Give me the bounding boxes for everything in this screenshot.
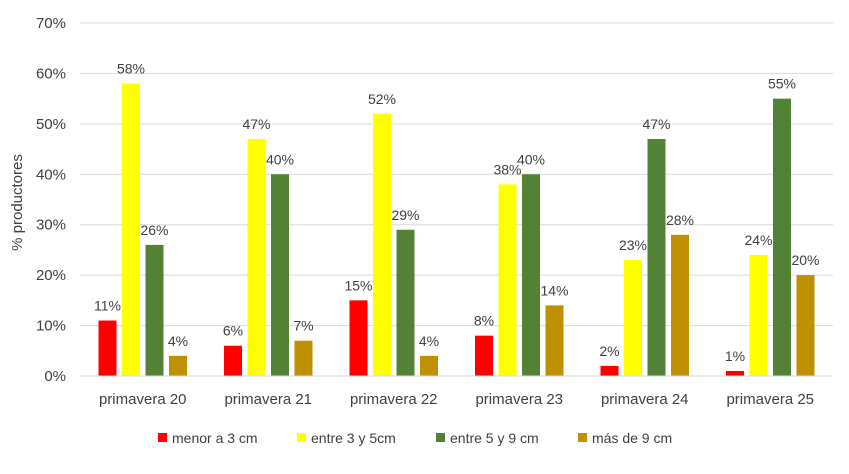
y-tick-label: 70% <box>36 15 66 32</box>
bar <box>647 138 666 376</box>
legend-swatch <box>436 433 445 442</box>
bar <box>475 335 493 376</box>
y-tick-label: 30% <box>36 217 66 234</box>
data-label: 40% <box>266 151 294 167</box>
legend: menor a 3 cm entre 3 y 5cm entre 5 y 9 cm m… <box>158 430 672 446</box>
bar <box>169 355 187 376</box>
bar <box>349 300 368 376</box>
data-label: 58% <box>117 61 145 77</box>
data-label: 1% <box>725 348 745 364</box>
data-label: 52% <box>368 91 396 107</box>
data-label: 8% <box>474 313 494 329</box>
data-labels: 11%58%26%4%6%47%40%7%15%52%29%4%8%38%40%… <box>94 61 820 364</box>
legend-label: más de 9 cm <box>592 430 672 446</box>
legend-label: entre 5 y 9 cm <box>450 430 539 446</box>
bar <box>671 234 689 376</box>
data-label: 24% <box>744 232 772 248</box>
data-label: 4% <box>419 333 439 349</box>
y-tick-label: 20% <box>36 267 66 284</box>
bar <box>624 260 642 376</box>
y-axis-ticks: 0% 10% 20% 30% 40% 50% 60% 70% <box>36 15 66 385</box>
bar <box>773 98 791 377</box>
y-tick-label: 0% <box>44 368 66 385</box>
data-label: 26% <box>140 222 168 238</box>
legend-swatch <box>578 433 587 442</box>
data-label: 2% <box>599 343 619 359</box>
data-label: 38% <box>493 161 521 177</box>
legend-swatch <box>158 433 167 442</box>
data-label: 7% <box>293 318 313 334</box>
x-category-label: primavera 25 <box>726 391 814 408</box>
x-axis-categories: primavera 20 primavera 21 primavera 22 prim… <box>99 391 814 408</box>
data-label: 47% <box>642 116 670 132</box>
x-category-label: primavera 24 <box>601 391 689 408</box>
data-label: 29% <box>391 207 419 223</box>
bar <box>749 254 768 376</box>
gridlines <box>80 22 833 327</box>
x-category-label: primavera 23 <box>475 391 563 408</box>
data-label: 14% <box>540 282 568 298</box>
bar <box>796 275 815 376</box>
bar <box>373 113 391 377</box>
data-label: 4% <box>168 333 188 349</box>
y-tick-label: 40% <box>36 166 66 183</box>
bar <box>420 355 438 376</box>
bar <box>498 184 517 376</box>
data-label: 20% <box>791 252 819 268</box>
legend-swatch <box>297 433 306 442</box>
bar <box>726 370 744 376</box>
bar <box>545 305 564 376</box>
bar <box>600 365 619 376</box>
data-label: 6% <box>223 323 243 339</box>
x-category-label: primavera 21 <box>224 391 312 408</box>
y-tick-label: 10% <box>36 318 66 335</box>
data-label: 28% <box>666 212 694 228</box>
bar <box>247 138 266 376</box>
bar <box>522 174 540 376</box>
data-label: 11% <box>94 298 121 314</box>
bar <box>294 340 313 376</box>
data-label: 15% <box>344 277 372 293</box>
bar <box>122 83 140 376</box>
legend-label: menor a 3 cm <box>172 430 258 446</box>
bars <box>98 83 815 377</box>
data-label: 55% <box>768 76 796 92</box>
data-label: 23% <box>619 237 647 253</box>
bar <box>145 244 164 376</box>
bar <box>396 229 415 376</box>
legend-label: entre 3 y 5cm <box>311 430 396 446</box>
y-tick-label: 60% <box>36 65 66 82</box>
data-label: 47% <box>242 116 270 132</box>
bar <box>271 174 289 376</box>
y-tick-label: 50% <box>36 116 66 133</box>
x-category-label: primavera 20 <box>99 391 187 408</box>
bar <box>224 345 242 376</box>
y-axis-label: % productores <box>9 154 26 251</box>
data-label: 40% <box>517 151 545 167</box>
bar <box>98 320 117 376</box>
x-category-label: primavera 22 <box>350 391 438 408</box>
